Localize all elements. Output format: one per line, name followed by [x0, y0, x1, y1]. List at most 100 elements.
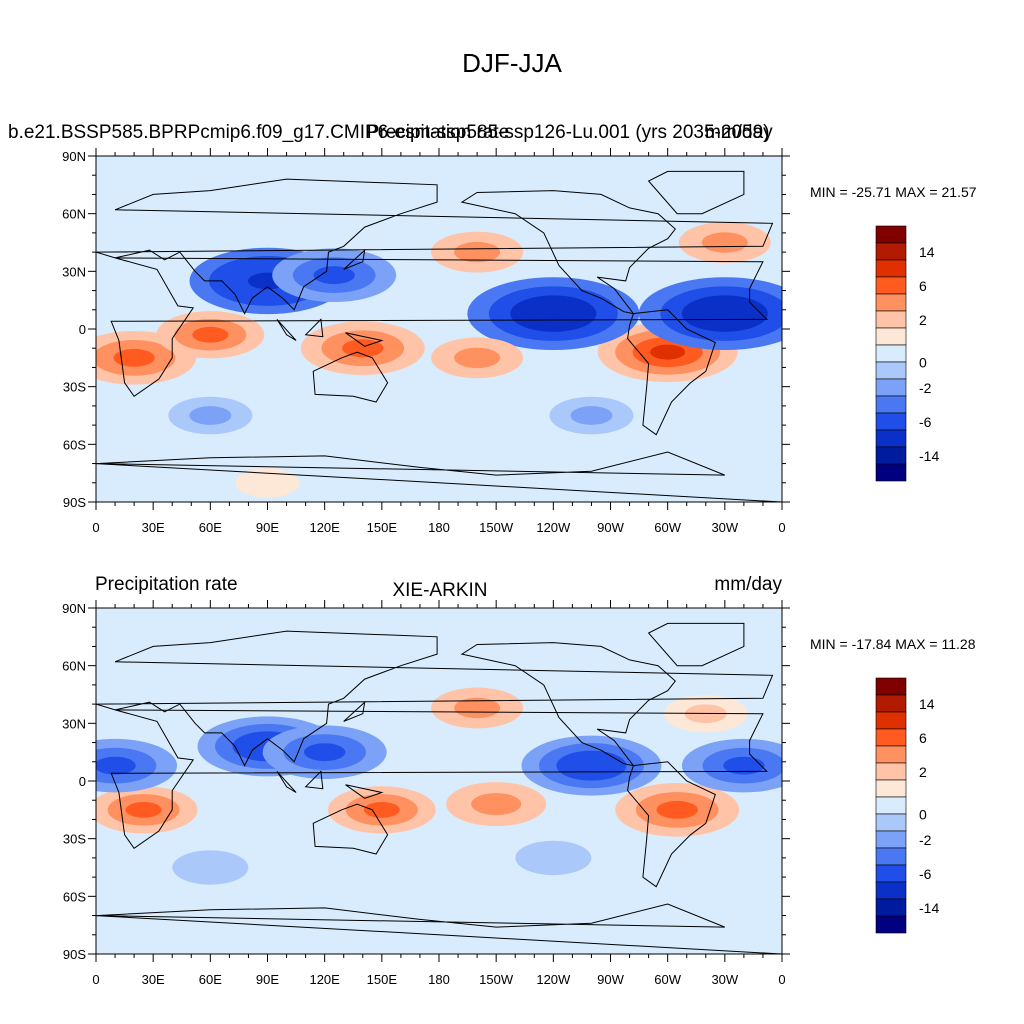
colorbar-swatch	[875, 898, 907, 917]
y-tick-label: 90N	[62, 601, 86, 616]
anomaly-region	[125, 801, 162, 818]
colorbar-swatch	[875, 378, 907, 397]
min-max-stats: MIN = -17.84 MAX = 11.28	[810, 636, 976, 652]
colorbar-swatch	[875, 276, 907, 295]
y-tick-label: 60N	[62, 207, 86, 222]
coastline	[96, 451, 782, 502]
x-tick-label: 30W	[711, 520, 738, 535]
colorbar-swatch	[875, 395, 907, 414]
anomaly-region	[454, 347, 501, 369]
anomaly-region	[313, 266, 355, 285]
colorbar-swatch	[875, 745, 907, 764]
y-tick-label: 30S	[63, 380, 86, 395]
coastline	[96, 178, 774, 315]
x-tick-label: 150E	[367, 972, 398, 987]
coastline	[460, 642, 676, 767]
anomaly-region	[304, 743, 346, 762]
colorbar-swatch	[875, 259, 907, 278]
colorbar-swatch	[875, 762, 907, 781]
x-tick-label: 0	[778, 972, 785, 987]
colorbar-label: 0	[919, 807, 927, 823]
coastline	[627, 761, 716, 888]
x-tick-label: 60W	[654, 972, 681, 987]
coastline	[647, 170, 745, 215]
y-tick-label: 90S	[63, 947, 86, 962]
map-panel-top: b.e21.BSSP585.BPRPcmip6.f09_g17.CMIP6-es…	[0, 110, 1024, 570]
map-panel-bottom: Precipitation rate XIE-ARKIN mm/day MIN …	[0, 562, 1024, 1022]
x-tick-label: 0	[92, 520, 99, 535]
anomaly-region	[235, 467, 300, 498]
x-tick-label: 180	[428, 520, 450, 535]
min-max-stats: MIN = -25.71 MAX = 21.57	[810, 184, 977, 200]
x-tick-label: 60W	[654, 520, 681, 535]
field-anomaly-layer	[96, 170, 782, 502]
x-tick-label: 150E	[367, 520, 398, 535]
anomaly-region	[96, 756, 136, 775]
colorbar-swatch	[875, 847, 907, 866]
coastline	[96, 630, 774, 767]
anomaly-region	[570, 406, 613, 425]
colorbar-swatch	[875, 327, 907, 346]
colorbar-label: -14	[919, 448, 939, 464]
colorbar-swatch	[875, 711, 907, 730]
colorbar-label: -6	[919, 414, 932, 430]
x-tick-label: 0	[92, 972, 99, 987]
colorbar-label: 2	[919, 312, 927, 328]
anomaly-region	[656, 800, 698, 819]
y-tick-label: 60S	[63, 437, 86, 452]
y-tick-label: 30N	[62, 716, 86, 731]
colorbar-label: 14	[919, 244, 935, 260]
coastline	[343, 700, 366, 722]
x-tick-label: 120E	[309, 972, 340, 987]
anomaly-region	[703, 304, 747, 323]
y-tick-label: 60S	[63, 889, 86, 904]
coastline	[276, 771, 297, 793]
anomaly-region	[454, 241, 501, 263]
panel-units-label: mm/day	[714, 574, 782, 595]
anomaly-region	[650, 344, 686, 360]
y-tick-label: 90S	[63, 495, 86, 510]
colorbar-label: -14	[919, 900, 939, 916]
colorbar-swatch	[875, 796, 907, 815]
x-tick-label: 60E	[199, 520, 222, 535]
colorbar-swatch	[875, 310, 907, 329]
figure-title: DJF-JJA	[462, 48, 562, 78]
coastline	[460, 190, 676, 315]
anomaly-region	[113, 348, 155, 367]
x-tick-label: 90W	[597, 520, 624, 535]
x-tick-label: 30W	[711, 972, 738, 987]
anomaly-region	[363, 801, 400, 818]
map-svg: 0 30E 60E 90E 120E 150E 180 150W 120W 90W 60W 30W 09…	[62, 600, 939, 987]
colorbar-label: 0	[919, 355, 927, 371]
coastline	[312, 803, 389, 855]
colorbar-swatch	[875, 694, 907, 713]
colorbar-label: -6	[919, 866, 932, 882]
x-tick-label: 90E	[256, 972, 279, 987]
coastline	[343, 248, 366, 270]
coastline	[110, 257, 768, 397]
x-tick-label: 60E	[199, 972, 222, 987]
coastline	[647, 622, 745, 667]
panel-left-label: b.e21.BSSP585.BPRPcmip6.f09_g17.CMIP6-es…	[8, 122, 770, 143]
colorbar-swatch	[875, 728, 907, 747]
anomaly-region	[701, 232, 748, 253]
x-tick-label: 90E	[256, 520, 279, 535]
colorbar-label: 2	[919, 764, 927, 780]
coastlines	[96, 622, 782, 954]
coastline	[312, 351, 389, 403]
colorbar-swatch	[875, 412, 907, 431]
colorbar-label: 14	[919, 696, 935, 712]
panel-overlay-label: Precipitation rate	[366, 122, 510, 143]
y-tick-label: 0	[79, 322, 86, 337]
colorbar-swatch	[875, 463, 907, 482]
coastline	[345, 332, 384, 347]
field-anomaly-layer	[96, 622, 782, 954]
colorbar-swatch	[875, 915, 907, 934]
x-tick-label: 0	[778, 520, 785, 535]
colorbar-swatch	[875, 677, 907, 696]
colorbar-swatch	[875, 830, 907, 849]
x-tick-label: 30E	[142, 972, 165, 987]
anomaly-region	[531, 304, 575, 323]
map-background	[96, 608, 782, 954]
colorbar-swatch	[875, 779, 907, 798]
